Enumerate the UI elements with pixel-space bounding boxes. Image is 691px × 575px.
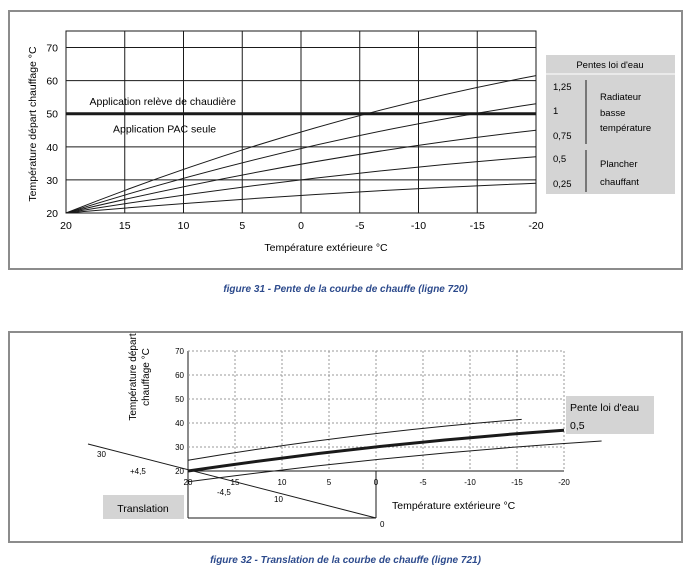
translation-box	[103, 495, 184, 519]
x-tick-label: -5	[355, 220, 364, 232]
legend-title: Pentes loi d'eau	[576, 60, 643, 71]
y-tick-label: 30	[46, 175, 58, 187]
y-tick-label: 40	[46, 142, 58, 154]
figure-31-caption: figure 31 - Pente de la courbe de chauff…	[223, 284, 468, 295]
annotation: Application PAC seule	[113, 124, 216, 136]
x-tick-label: 10	[178, 220, 190, 232]
legend-box	[546, 55, 675, 194]
translation-tick-label: 10	[274, 495, 283, 504]
legend-group1-line: basse	[600, 108, 625, 119]
translation-label: Translation	[117, 503, 169, 515]
x-axis-title: Température extérieure °C	[264, 242, 388, 254]
x-tick-label: -5	[419, 478, 427, 487]
x-tick-label: -10	[464, 478, 476, 487]
x-tick-label: 5	[239, 220, 245, 232]
x-tick-label: -15	[511, 478, 523, 487]
series-line-0-75	[65, 129, 537, 214]
y-tick-label: 60	[175, 371, 184, 380]
series-line-0-25	[65, 182, 537, 214]
legend-group2-line: chauffant	[600, 177, 639, 188]
y-tick-label: 50	[46, 109, 58, 121]
x-tick-label: 20	[60, 220, 72, 232]
legend-value: 0,25	[553, 179, 572, 190]
legend-group2-line: Plancher	[600, 159, 638, 170]
figure-32-caption: figure 32 - Translation de la courbe de …	[210, 555, 481, 566]
series-line-1-25	[65, 75, 537, 214]
annotation: Application relève de chaudière	[90, 96, 237, 108]
translation-diagonal	[87, 443, 377, 519]
legend-group1-line: température	[600, 123, 651, 134]
y-tick-label: 20	[175, 467, 184, 476]
x-tick-label: 5	[327, 478, 332, 487]
translation-tick-label: 30	[97, 450, 106, 459]
x-axis-title: Température extérieure °C	[392, 500, 516, 512]
y-tick-label: 50	[175, 395, 184, 404]
legend-value: 0,5	[553, 154, 566, 165]
y-tick-label: 70	[46, 43, 58, 55]
y-tick-label: 20	[46, 208, 58, 220]
y-tick-label: 60	[46, 76, 58, 88]
legend-value: 1	[553, 106, 558, 117]
x-tick-label: 15	[119, 220, 131, 232]
series-line-0-5	[65, 156, 537, 214]
series-line-translation-2	[187, 440, 602, 483]
legend-value: 0,5	[570, 420, 585, 432]
y-tick-label: 30	[175, 443, 184, 452]
x-tick-label: 20	[184, 478, 193, 487]
x-tick-label: -10	[411, 220, 426, 232]
series-line-translation-1	[187, 428, 565, 473]
legend-box	[566, 396, 654, 434]
x-tick-label: 0	[374, 478, 379, 487]
translation-tick-label: +4,5	[130, 467, 146, 476]
series-line-translation-0	[187, 418, 522, 461]
translation-tick-label: 0	[380, 520, 385, 529]
x-tick-label: -15	[470, 220, 485, 232]
legend-value: 1,25	[553, 82, 572, 93]
y-axis-title: chauffage °C	[141, 348, 152, 406]
y-axis-title: Température départ chauffage °C	[27, 46, 39, 202]
x-tick-label: 0	[298, 220, 304, 232]
x-tick-label: -20	[558, 478, 570, 487]
y-axis-title: Température départ	[128, 333, 139, 420]
legend-value: 0,75	[553, 131, 572, 142]
legend-group1-line: Radiateur	[600, 92, 641, 103]
x-tick-label: 10	[278, 478, 287, 487]
legend-title: Pente loi d'eau	[570, 402, 639, 414]
y-tick-label: 70	[175, 347, 184, 356]
x-tick-label: 15	[231, 478, 240, 487]
translation-tick-label: -4,5	[217, 488, 231, 497]
x-tick-label: -20	[528, 220, 543, 232]
y-tick-label: 40	[175, 419, 184, 428]
